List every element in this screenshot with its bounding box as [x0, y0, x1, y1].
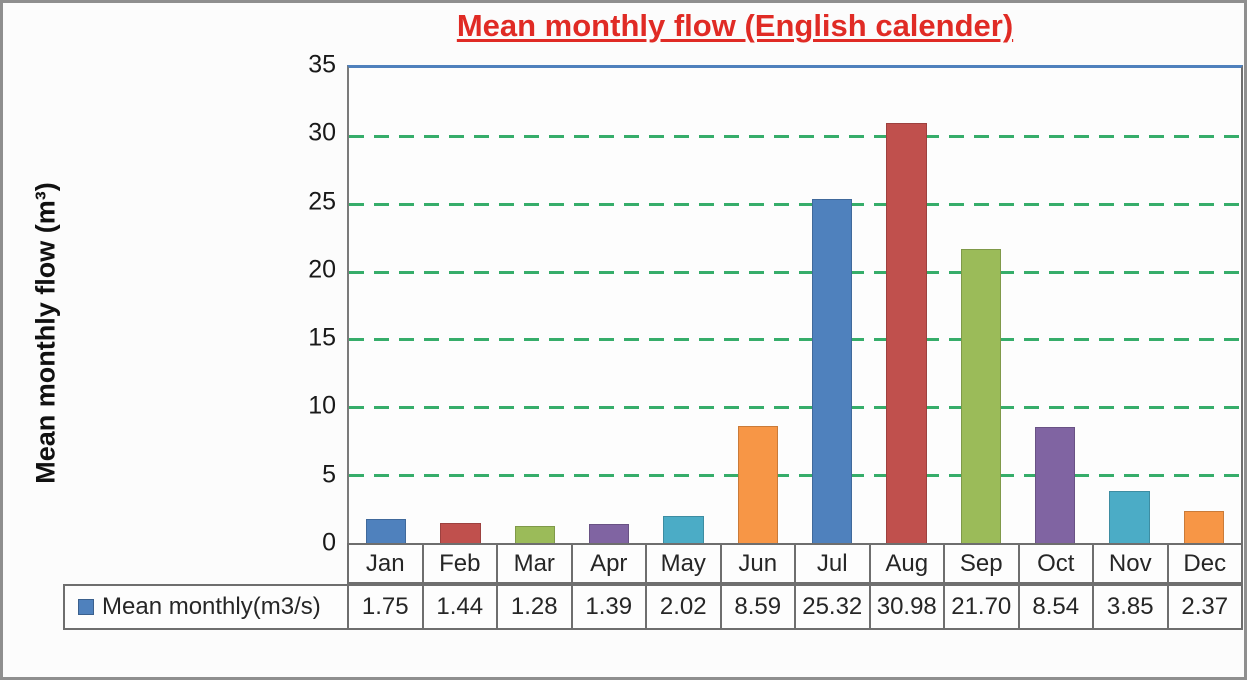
bar-column-nov: [1092, 68, 1166, 543]
legend-cell: Mean monthly(m3/s): [65, 586, 349, 628]
value-cell-oct: 8.54: [1020, 586, 1094, 628]
legend-label: Mean monthly(m3/s): [102, 593, 321, 620]
y-tick-label-30: 30: [308, 118, 336, 147]
bar-column-sep: [944, 68, 1018, 543]
legend-swatch-icon: [78, 599, 94, 615]
chart-title: Mean monthly flow (English calender): [456, 8, 1014, 43]
bar-column-jun: [721, 68, 795, 543]
bar-sep: [960, 248, 1001, 543]
bar-oct: [1035, 427, 1076, 543]
bar-column-dec: [1167, 68, 1241, 543]
y-tick-label-15: 15: [308, 323, 336, 352]
bar-jul: [812, 199, 853, 543]
bars-container: [349, 68, 1241, 543]
value-cell-aug: 30.98: [871, 586, 945, 628]
x-category-dec: Dec: [1183, 549, 1227, 577]
gridline-20: [349, 270, 1241, 274]
bar-column-jan: [349, 68, 423, 543]
bar-jan: [366, 519, 407, 543]
bar-column-aug: [869, 68, 943, 543]
value-cell-dec: 2.37: [1181, 593, 1229, 620]
x-category-jan: Jan: [349, 545, 424, 582]
x-category-mar: Mar: [498, 545, 573, 582]
gridline-5: [349, 474, 1241, 478]
gridline-30: [349, 134, 1241, 138]
y-tick-label-0: 0: [322, 528, 336, 557]
bar-feb: [440, 523, 481, 543]
x-category-jun: Jun: [722, 545, 796, 582]
x-category-may: May: [647, 545, 722, 582]
y-axis-title: Mean monthly flow (m³): [30, 182, 61, 484]
bar-dec: [1183, 510, 1224, 543]
x-category-nov: Nov: [1094, 545, 1169, 582]
bar-aug: [886, 122, 927, 543]
value-cell-jul: 25.32: [796, 586, 871, 628]
data-table-row: Mean monthly(m3/s) 1.75 1.44 1.28 1.39 2.02 8…: [63, 584, 1243, 630]
y-tick-label-10: 10: [308, 391, 336, 420]
x-axis-category-row: Jan Feb Mar Apr May Jun Jul Aug Sep Oct Nov Dec: [347, 543, 1243, 584]
bar-may: [663, 515, 704, 543]
y-tick-label-5: 5: [322, 460, 336, 489]
y-tick-label-35: 35: [308, 50, 336, 79]
value-cell-sep: 21.70: [945, 586, 1020, 628]
gridline-25: [349, 202, 1241, 206]
bar-column-feb: [423, 68, 497, 543]
gridline-15: [349, 338, 1241, 342]
bar-nov: [1109, 490, 1150, 543]
bar-apr: [589, 524, 630, 543]
x-category-sep: Sep: [945, 545, 1020, 582]
bar-mar: [514, 525, 555, 543]
value-cell-nov: 3.85: [1094, 586, 1169, 628]
value-cell-mar: 1.28: [498, 586, 573, 628]
value-cell-jan: 1.75: [349, 586, 424, 628]
value-cell-may: 2.02: [647, 586, 722, 628]
plot-area: [347, 65, 1243, 543]
value-cell-apr: 1.39: [573, 586, 647, 628]
value-cell-jun: 8.59: [722, 586, 796, 628]
bar-jun: [737, 426, 778, 543]
bar-column-mar: [498, 68, 572, 543]
gridline-10: [349, 406, 1241, 410]
bar-column-jul: [795, 68, 869, 543]
x-category-jul: Jul: [796, 545, 871, 582]
y-axis-tick-labels: 0 5 10 15 20 25 30 35: [250, 52, 336, 555]
x-category-oct: Oct: [1020, 545, 1094, 582]
bar-column-oct: [1018, 68, 1092, 543]
y-tick-label-20: 20: [308, 255, 336, 284]
x-category-apr: Apr: [573, 545, 647, 582]
value-cell-feb: 1.44: [424, 586, 498, 628]
x-category-aug: Aug: [871, 545, 945, 582]
x-category-feb: Feb: [424, 545, 498, 582]
bar-column-apr: [572, 68, 646, 543]
bar-column-may: [646, 68, 720, 543]
y-tick-label-25: 25: [308, 187, 336, 216]
